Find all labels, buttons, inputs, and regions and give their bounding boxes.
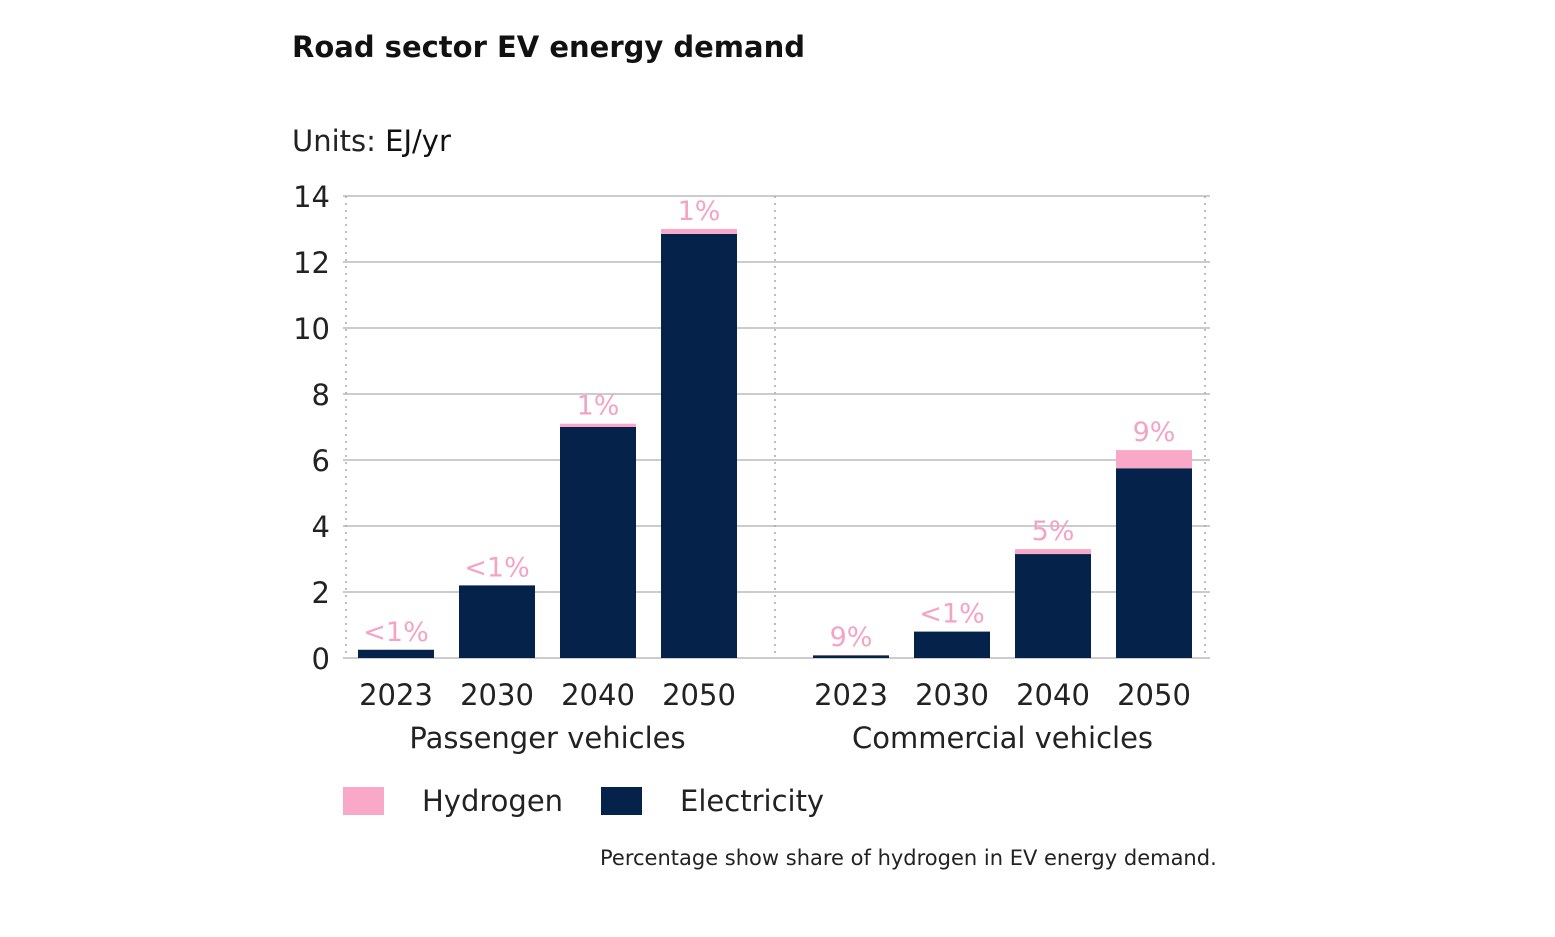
units-label: Units: EJ/yr	[292, 124, 451, 158]
x-tick-label: 2050	[1117, 678, 1191, 712]
bar-hydrogen	[560, 423, 636, 427]
bar-electricity	[1015, 554, 1091, 658]
data-label: <1%	[363, 617, 428, 648]
x-tick-label: 2030	[915, 678, 989, 712]
bar-electricity	[560, 427, 636, 658]
legend-swatch-hydrogen	[343, 787, 384, 815]
x-tick-label: 2030	[460, 678, 534, 712]
group-label: Commercial vehicles	[852, 721, 1153, 755]
data-label: 1%	[577, 391, 620, 422]
bar-hydrogen	[1015, 549, 1091, 555]
y-tick-label: 4	[312, 510, 330, 544]
x-tick-label: 2023	[814, 678, 888, 712]
y-tick-label: 8	[312, 378, 330, 412]
data-label: 9%	[1133, 417, 1176, 448]
data-label: <1%	[919, 599, 984, 630]
bar-electricity	[1116, 468, 1192, 658]
x-tick-label: 2050	[662, 678, 736, 712]
chart-title: Road sector EV energy demand	[292, 30, 805, 64]
y-tick-label: 10	[293, 312, 330, 346]
bar-electricity	[914, 631, 990, 658]
bar-hydrogen	[661, 229, 737, 234]
y-axis-ticks: 0 2 4 6 8 10 12 14	[293, 180, 330, 676]
y-tick-label: 0	[312, 642, 330, 676]
legend-label-electricity: Electricity	[680, 784, 825, 818]
x-tick-label: 2040	[1016, 678, 1090, 712]
y-tick-label: 12	[293, 246, 330, 280]
y-tick-label: 6	[312, 444, 330, 478]
y-tick-label: 14	[293, 180, 330, 214]
units-prefix: Units:	[292, 124, 376, 158]
bar-chart: 0 2 4 6 8 10 12 14 <1% <1% 1% 1% 9% <1% 5% 9% 2023 2030…	[293, 180, 1210, 755]
x-tick-label: 2040	[561, 678, 635, 712]
group-label: Passenger vehicles	[409, 721, 685, 755]
bar-hydrogen	[1116, 450, 1192, 469]
y-tick-label: 2	[312, 576, 330, 610]
footnote: Percentage show share of hydrogen in EV …	[600, 846, 1217, 870]
bar-electricity	[459, 585, 535, 658]
bar-electricity	[358, 649, 434, 658]
bar-electricity	[813, 655, 889, 658]
x-axis-labels: 2023 2030 2040 2050 Passenger vehicles 2023 20…	[359, 678, 1191, 755]
data-label: <1%	[464, 552, 529, 583]
units-value: EJ/yr	[385, 124, 451, 158]
x-tick-label: 2023	[359, 678, 433, 712]
data-label: 5%	[1032, 516, 1075, 547]
legend: Hydrogen Electricity	[343, 784, 862, 818]
bar-electricity	[661, 233, 737, 658]
bars: <1% <1% 1% 1% 9% <1% 5% 9%	[358, 196, 1192, 658]
legend-swatch-electricity	[601, 787, 643, 815]
data-label: 1%	[678, 196, 721, 227]
data-label: 9%	[830, 622, 873, 653]
legend-label-hydrogen: Hydrogen	[422, 784, 564, 818]
